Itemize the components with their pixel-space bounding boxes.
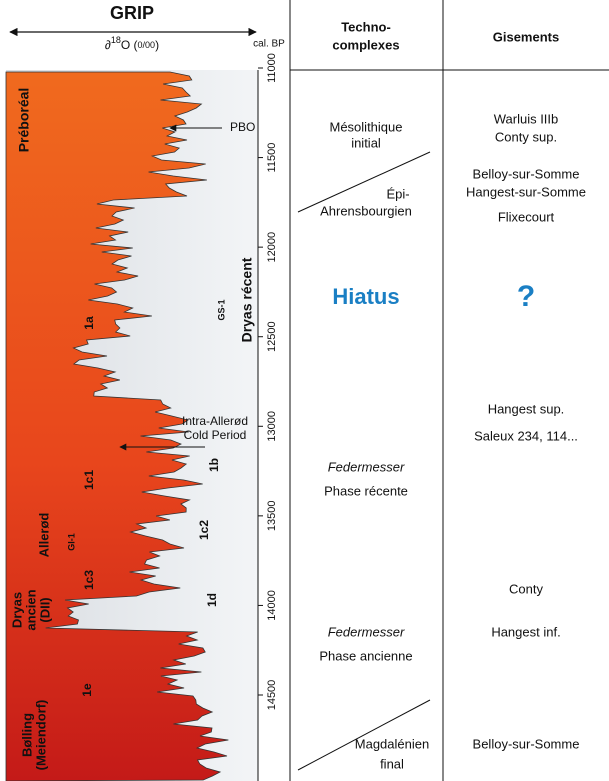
proxy-part: O ( — [121, 38, 138, 52]
subphase-label: 1a — [82, 316, 96, 330]
proxy-part: ) — [155, 38, 159, 52]
entry: final — [380, 756, 404, 771]
boundary-line — [297, 151, 431, 213]
entry: Épi- — [386, 186, 409, 201]
axis-unit: cal. BP — [253, 39, 285, 50]
label: (Meiendorf) — [33, 700, 48, 771]
tick-label: 11000 — [266, 53, 278, 83]
label: Intra-Allerød — [182, 414, 248, 428]
entry: Phase ancienne — [319, 648, 412, 663]
entry: Belloy-sur-Somme — [473, 166, 580, 181]
entry: Phase récente — [324, 483, 408, 498]
entry: Hangest inf. — [491, 624, 560, 639]
tick-label: 14500 — [266, 680, 278, 711]
entry: initial — [351, 135, 381, 150]
tick-label: 13000 — [266, 411, 278, 442]
entry: Magdalénien — [355, 736, 429, 751]
entry: Belloy-sur-Somme — [473, 736, 580, 751]
boundary-line — [297, 699, 431, 771]
proxy-label: ∂18O (0/00) — [105, 35, 159, 52]
label: GI-1 — [66, 533, 76, 551]
entry: Hangest-sur-Somme — [466, 184, 586, 199]
label: Dryas récent — [239, 257, 255, 342]
column-header: complexes — [332, 37, 399, 52]
label: Dryas — [9, 592, 24, 628]
label: Bølling — [19, 713, 34, 757]
panel-title: GRIP — [110, 3, 154, 23]
subphase-label: 1e — [80, 683, 94, 697]
isotope-curve — [5, 71, 229, 781]
tick-label: 11500 — [266, 143, 278, 173]
entry: Hangest sup. — [488, 401, 565, 416]
subphase-label: 1d — [205, 593, 219, 607]
entry: Hiatus — [332, 284, 399, 309]
proxy-part: ∂ — [105, 38, 111, 52]
column-header: Gisements — [493, 29, 559, 44]
label: ancien — [23, 589, 38, 630]
label: Allerød — [36, 513, 51, 558]
subphase-label: 1c3 — [82, 570, 96, 590]
entry: Saleux 234, 114... — [474, 428, 578, 443]
entry: Warluis IIIb — [494, 111, 559, 126]
entry: Mésolithique — [330, 119, 403, 134]
entry: Conty sup. — [495, 129, 557, 144]
tick-label: 13500 — [266, 501, 278, 532]
entry: ? — [517, 280, 535, 313]
entry: Federmesser — [328, 624, 405, 639]
label: PBO — [230, 120, 255, 134]
entry: Federmesser — [328, 459, 405, 474]
entry: Conty — [509, 581, 543, 596]
label: GS-1 — [216, 299, 226, 320]
tick-label: 14000 — [266, 590, 278, 621]
tick-label: 12500 — [266, 321, 278, 352]
label: Préboréal — [16, 88, 32, 153]
label: Cold Period — [184, 428, 247, 442]
entry: Ahrensbourgien — [320, 203, 412, 218]
column-header: Techno- — [341, 19, 391, 34]
subphase-label: 1c2 — [197, 520, 211, 540]
subphase-label: 1b — [207, 458, 221, 472]
proxy-part: 0/00 — [138, 40, 156, 50]
label: (DII) — [37, 597, 52, 622]
proxy-part: 18 — [111, 35, 121, 45]
tick-label: 12000 — [266, 232, 278, 263]
entry: Flixecourt — [498, 209, 555, 224]
subphase-label: 1c1 — [82, 470, 96, 490]
